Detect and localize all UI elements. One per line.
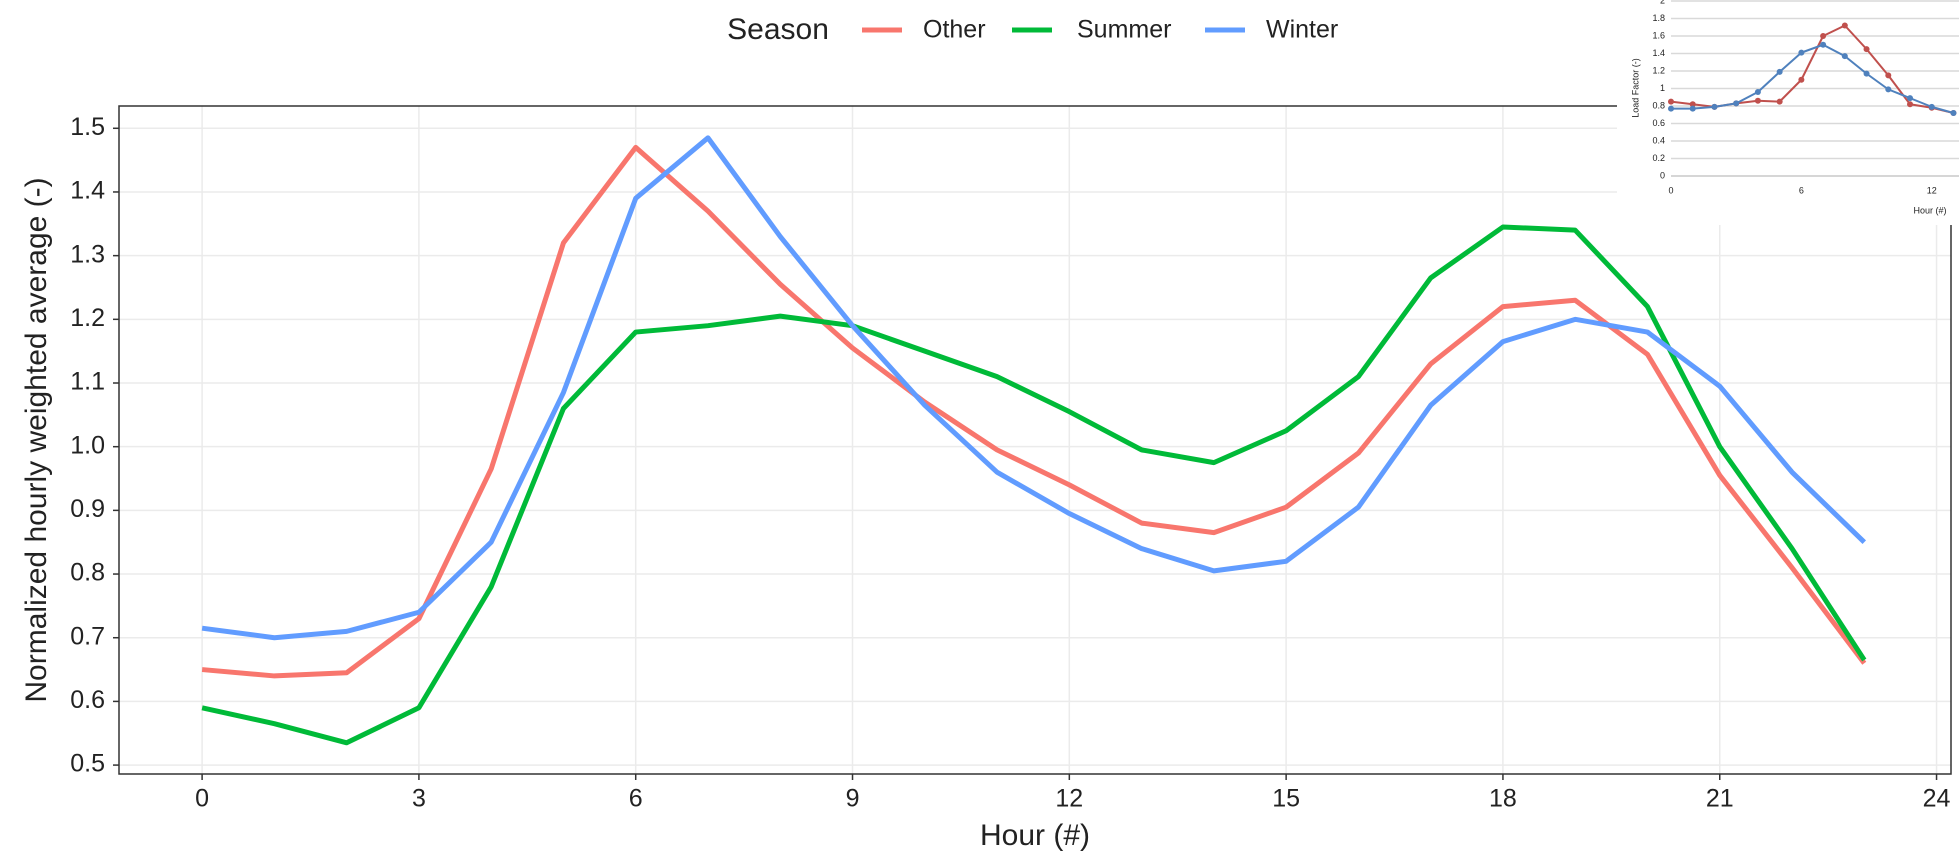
data-point (1841, 53, 1848, 60)
y-tick-label: 1.6 (1652, 30, 1665, 40)
data-point (1776, 98, 1783, 105)
data-point (1841, 22, 1848, 29)
y-tick-label: 1 (1660, 83, 1665, 93)
y-tick-label: 0.5 (70, 750, 105, 778)
legend-label: Other (923, 16, 986, 44)
x-tick-label: 0 (195, 785, 209, 813)
x-tick-label: 6 (1799, 185, 1804, 195)
y-tick-label: 0.8 (70, 559, 105, 587)
data-point (1928, 103, 1935, 110)
data-point (1689, 105, 1696, 112)
x-tick-label: 21 (1706, 785, 1734, 813)
y-tick-label: 1.4 (70, 177, 105, 205)
y-tick-label: 0.6 (70, 686, 105, 714)
series-line (201, 224, 1867, 746)
x-tick-label: 3 (412, 785, 426, 813)
data-point (1733, 100, 1740, 107)
x-tick-label: 12 (1055, 785, 1083, 813)
data-point (1798, 76, 1805, 83)
x-tick-label: 6 (629, 785, 643, 813)
y-tick-label: 1.3 (70, 240, 105, 268)
data-point (1754, 89, 1761, 95)
x-axis-title: Hour (#) (980, 819, 1090, 852)
y-tick-label: 1.4 (1652, 48, 1665, 58)
data-point (1863, 70, 1870, 77)
inset-background (1617, 0, 1959, 225)
inset-x-axis-title: Hour (#) (1913, 205, 1946, 215)
data-point (1950, 110, 1957, 116)
y-tick-label: 1.1 (70, 368, 105, 396)
y-tick-label: 2 (1660, 0, 1665, 5)
data-point (1711, 103, 1718, 110)
y-tick-label: 0.9 (70, 495, 105, 523)
y-tick-label: 0.7 (70, 622, 105, 650)
x-tick-label: 18 (1489, 785, 1517, 813)
data-point (1754, 97, 1761, 104)
y-tick-label: 0.2 (1652, 153, 1665, 163)
data-point (1798, 49, 1805, 56)
data-point (1863, 46, 1870, 53)
y-tick-label: 0.6 (1652, 118, 1665, 128)
x-tick-label: 24 (1923, 785, 1951, 813)
y-tick-label: 1.2 (1652, 65, 1665, 75)
x-tick-label: 15 (1272, 785, 1300, 813)
x-tick-label: 9 (846, 785, 860, 813)
y-axis-title: Normalized hourly weighted average (-) (20, 177, 53, 702)
x-tick-label: 12 (1927, 185, 1937, 195)
data-point (1668, 98, 1674, 105)
data-point (1668, 105, 1674, 112)
legend-label: Winter (1266, 16, 1338, 44)
data-point (1820, 33, 1827, 39)
panel-border (118, 105, 1952, 775)
y-tick-label: 0.4 (1652, 135, 1665, 145)
series-line (1671, 43, 1954, 114)
y-tick-label: 1.0 (70, 431, 105, 459)
x-tick-label: 0 (1668, 185, 1673, 195)
data-point (1885, 86, 1892, 93)
y-tick-label: 0.8 (1652, 100, 1665, 110)
data-point (1820, 41, 1827, 48)
y-tick-label: 0 (1660, 170, 1665, 180)
data-point (1689, 101, 1696, 108)
legend-label: Summer (1077, 16, 1171, 44)
series-line (201, 144, 1867, 679)
data-point (1885, 72, 1892, 79)
y-tick-label: 1.2 (70, 304, 105, 332)
data-point (1907, 95, 1914, 102)
legend-title: Season (727, 13, 829, 46)
data-point (1907, 101, 1914, 108)
series-line (201, 135, 1867, 641)
data-point (1776, 68, 1783, 75)
inset-y-axis-title: Load Factor (-) (1630, 58, 1640, 118)
y-tick-label: 1.8 (1652, 13, 1665, 23)
y-tick-label: 1.5 (70, 113, 105, 141)
